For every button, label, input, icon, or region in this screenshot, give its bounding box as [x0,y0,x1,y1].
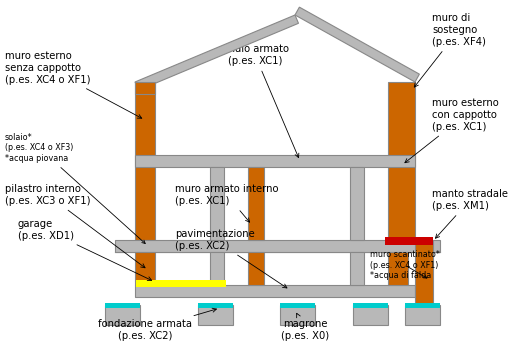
Bar [352,303,387,308]
Bar [197,305,233,325]
Text: muro esterno
con cappotto
(p.es. XC1): muro esterno con cappotto (p.es. XC1) [404,98,498,163]
Text: muro armato interno
(p.es. XC1): muro armato interno (p.es. XC1) [175,184,278,222]
Bar [135,252,155,285]
Polygon shape [135,15,298,90]
Text: fondazione armata
(p.es. XC2): fondazione armata (p.es. XC2) [98,308,216,341]
Text: manto stradale
(p.es. XM1): manto stradale (p.es. XM1) [431,189,507,238]
Bar [135,285,414,297]
Bar [135,82,155,240]
Bar [197,303,233,308]
Text: pavimentazione
(p.es. XC2): pavimentazione (p.es. XC2) [175,229,287,288]
Bar [404,305,439,325]
Bar [135,155,414,167]
Text: pilastro interno
(p.es. XC3 o XF1): pilastro interno (p.es. XC3 o XF1) [5,184,145,268]
Bar [135,82,155,94]
Bar [136,280,225,287]
Bar [349,252,363,285]
Bar [247,167,264,240]
Bar [105,305,140,325]
Text: solaio armato
(p.es. XC1): solaio armato (p.es. XC1) [220,44,298,158]
Bar [404,303,439,308]
Text: muro di
sostegno
(p.es. XF4): muro di sostegno (p.es. XF4) [413,13,485,87]
Text: muro scantinato*
(p.es. XC4 o XF1)
*acqua di falda: muro scantinato* (p.es. XC4 o XF1) *acqu… [369,250,439,280]
Bar [387,252,407,285]
Bar [210,252,223,285]
Text: magrone
(p.es. X0): magrone (p.es. X0) [280,313,328,341]
Text: garage
(p.es. XD1): garage (p.es. XD1) [18,219,151,280]
Bar [349,167,363,240]
Bar [247,252,264,285]
Bar [414,240,432,305]
Bar [210,167,223,240]
Text: muro esterno
senza cappotto
(p.es. XC4 o XF1): muro esterno senza cappotto (p.es. XC4 o… [5,51,142,118]
Bar [387,82,414,240]
Bar [279,303,315,308]
Bar [279,305,315,325]
Bar [105,303,140,308]
Bar [115,240,439,252]
Bar [352,305,387,325]
Text: solaio*
(p.es. XC4 o XF3)
*acqua piovana: solaio* (p.es. XC4 o XF3) *acqua piovana [5,133,145,244]
Polygon shape [294,7,418,82]
Bar [384,237,432,245]
